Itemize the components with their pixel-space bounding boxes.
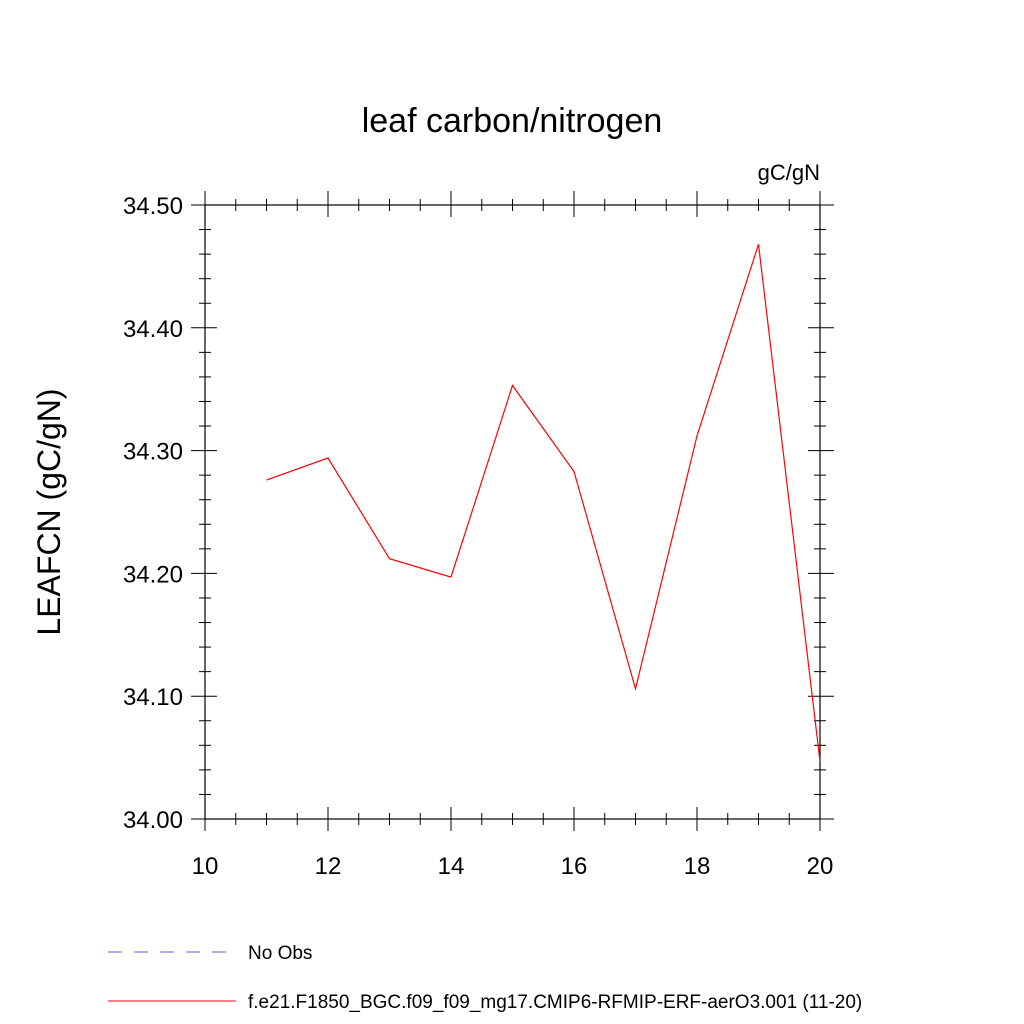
x-tick-label: 10: [192, 853, 219, 880]
legend: No Obs f.e21.F1850_BGC.f09_f09_mg17.CMIP6…: [108, 943, 862, 1013]
y-axis-label: LEAFCN (gC/gN): [31, 388, 67, 635]
series-line-1: [266, 244, 821, 762]
x-tick-label: 18: [684, 853, 711, 880]
y-tick-label: 34.10: [123, 684, 183, 711]
chart-title: leaf carbon/nitrogen: [362, 102, 663, 140]
x-tick-label: 20: [807, 853, 834, 880]
y-tick-label: 34.00: [123, 807, 183, 834]
tick-labels: 10 12 14 16 18 20 34.00 34.10 34.20 34.30 34.40 34.…: [123, 193, 833, 880]
y-tick-label: 34.50: [123, 193, 183, 220]
x-tick-label: 14: [438, 853, 465, 880]
units-label: gC/gN: [758, 160, 820, 185]
legend-label-2: f.e21.F1850_BGC.f09_f09_mg17.CMIP6-RFMIP…: [248, 992, 862, 1013]
series-layer: [266, 244, 821, 762]
legend-label-1: No Obs: [248, 943, 312, 964]
x-tick-label: 12: [315, 853, 342, 880]
axis-ticks: [191, 191, 834, 831]
y-tick-label: 34.20: [123, 561, 183, 588]
plot-frame: [204, 204, 821, 820]
x-tick-label: 16: [561, 853, 588, 880]
y-tick-label: 34.30: [123, 439, 183, 466]
y-tick-label: 34.40: [123, 316, 183, 343]
